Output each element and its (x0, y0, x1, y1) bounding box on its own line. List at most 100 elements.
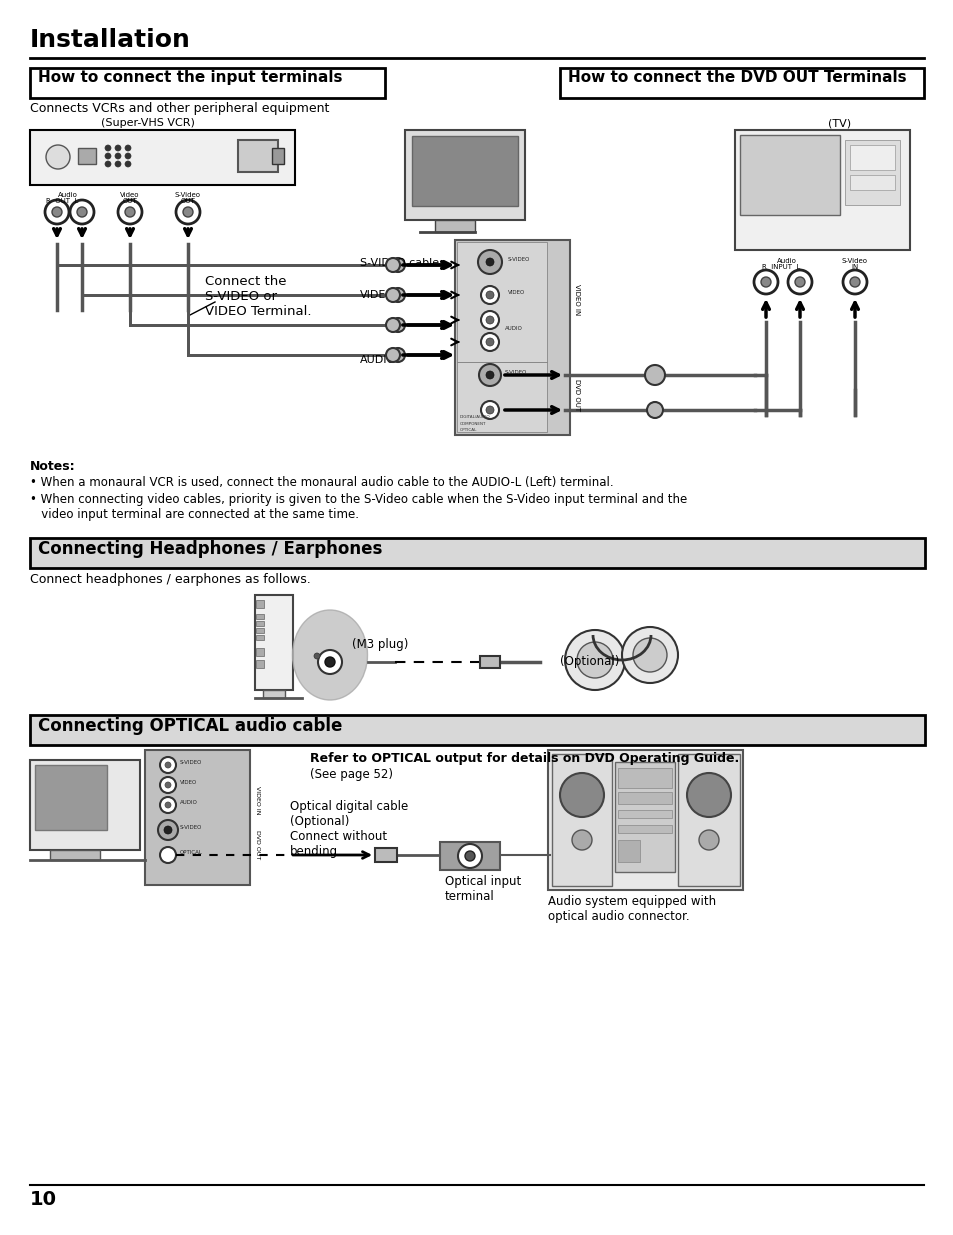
Bar (615, 762, 675, 872)
Circle shape (559, 773, 603, 818)
Text: VIDEO: VIDEO (507, 290, 525, 295)
Text: Video: Video (120, 191, 139, 198)
Circle shape (849, 277, 859, 287)
Circle shape (564, 630, 624, 690)
Circle shape (391, 348, 405, 362)
Text: OUT: OUT (123, 198, 137, 204)
Circle shape (314, 653, 319, 659)
Text: Optical input
terminal: Optical input terminal (444, 876, 520, 903)
Bar (255, 621, 264, 626)
Circle shape (46, 144, 70, 169)
Circle shape (175, 200, 200, 224)
Text: S-Video: S-Video (174, 191, 201, 198)
Circle shape (160, 847, 175, 863)
Bar (618, 840, 639, 862)
Circle shape (115, 144, 121, 151)
Circle shape (125, 144, 131, 151)
Text: S-VIDEO: S-VIDEO (504, 370, 527, 375)
Text: (Optional): (Optional) (559, 655, 618, 668)
Bar (439, 842, 499, 869)
Text: • When connecting video cables, priority is given to the S-Video cable when the : • When connecting video cables, priority… (30, 493, 686, 506)
Circle shape (183, 207, 193, 217)
Circle shape (160, 757, 175, 773)
Bar (412, 136, 517, 206)
Text: VIDEO IN: VIDEO IN (255, 785, 260, 814)
Circle shape (842, 270, 866, 294)
Circle shape (480, 287, 498, 304)
Text: Connects VCRs and other peripheral equipment: Connects VCRs and other peripheral equip… (30, 103, 329, 115)
Circle shape (165, 782, 171, 788)
Text: DVD OUT: DVD OUT (255, 830, 260, 860)
Circle shape (115, 161, 121, 167)
Circle shape (572, 830, 592, 850)
Text: OUT: OUT (180, 198, 195, 204)
Bar (255, 659, 264, 668)
Circle shape (165, 802, 171, 808)
Text: S-VIDEO: S-VIDEO (507, 257, 530, 262)
Bar (405, 130, 524, 220)
Text: S-VIDEO: S-VIDEO (180, 760, 202, 764)
Bar (263, 690, 285, 698)
Circle shape (391, 288, 405, 303)
Circle shape (464, 851, 475, 861)
Text: Optical digital cable
(Optional)
Connect without
bending.: Optical digital cable (Optional) Connect… (290, 800, 408, 858)
Text: OPTICAL: OPTICAL (459, 429, 476, 432)
Circle shape (45, 200, 69, 224)
Circle shape (577, 642, 613, 678)
Bar (618, 768, 671, 788)
Text: VIDEO: VIDEO (359, 290, 395, 300)
Bar (30, 130, 294, 185)
Bar (255, 629, 264, 634)
Text: IN: IN (850, 264, 858, 270)
Text: Notes:: Notes: (30, 459, 75, 473)
Circle shape (753, 270, 778, 294)
Text: Refer to OPTICAL output for details on DVD Operating Guide.: Refer to OPTICAL output for details on D… (310, 752, 739, 764)
Bar (255, 635, 264, 640)
Bar (740, 135, 840, 215)
Text: R  INPUT  L: R INPUT L (761, 264, 800, 270)
Bar (30, 538, 924, 568)
Circle shape (457, 844, 481, 868)
Circle shape (646, 403, 662, 417)
Circle shape (105, 153, 111, 159)
Bar (145, 750, 250, 885)
Circle shape (386, 348, 399, 362)
Text: DVD OUT: DVD OUT (574, 379, 579, 411)
Bar (272, 148, 284, 164)
Circle shape (760, 277, 770, 287)
Circle shape (480, 401, 498, 419)
Circle shape (480, 333, 498, 351)
Circle shape (125, 207, 135, 217)
Text: OPTICAL: OPTICAL (180, 850, 203, 855)
Circle shape (386, 317, 399, 332)
Text: (TV): (TV) (827, 119, 851, 128)
Circle shape (478, 364, 500, 387)
Text: 10: 10 (30, 1191, 57, 1209)
Bar (435, 220, 475, 232)
Bar (734, 130, 909, 249)
Text: DIGITAL/AUDIO: DIGITAL/AUDIO (459, 415, 490, 419)
Bar (844, 140, 899, 205)
Circle shape (165, 762, 171, 768)
Circle shape (485, 291, 494, 299)
Circle shape (125, 161, 131, 167)
Text: VIDEO: VIDEO (180, 781, 197, 785)
Text: AUDIO: AUDIO (504, 326, 522, 331)
Bar (455, 240, 569, 435)
Circle shape (391, 317, 405, 332)
Circle shape (485, 258, 494, 266)
Text: (See page 52): (See page 52) (310, 768, 393, 781)
Circle shape (485, 370, 494, 379)
Circle shape (391, 258, 405, 272)
Text: Connecting Headphones / Earphones: Connecting Headphones / Earphones (38, 540, 382, 558)
Text: S-VIDEO: S-VIDEO (180, 825, 202, 830)
Text: R  OUT  L: R OUT L (46, 198, 78, 204)
Text: AUDIO: AUDIO (359, 354, 395, 366)
Circle shape (787, 270, 811, 294)
Text: Audio system equipped with
optical audio connector.: Audio system equipped with optical audio… (547, 895, 716, 923)
Circle shape (125, 153, 131, 159)
Text: Connecting OPTICAL audio cable: Connecting OPTICAL audio cable (38, 718, 342, 735)
Text: AUDIO: AUDIO (180, 800, 197, 805)
Bar (255, 648, 264, 656)
Text: Connect headphones / earphones as follows.: Connect headphones / earphones as follow… (30, 573, 311, 585)
